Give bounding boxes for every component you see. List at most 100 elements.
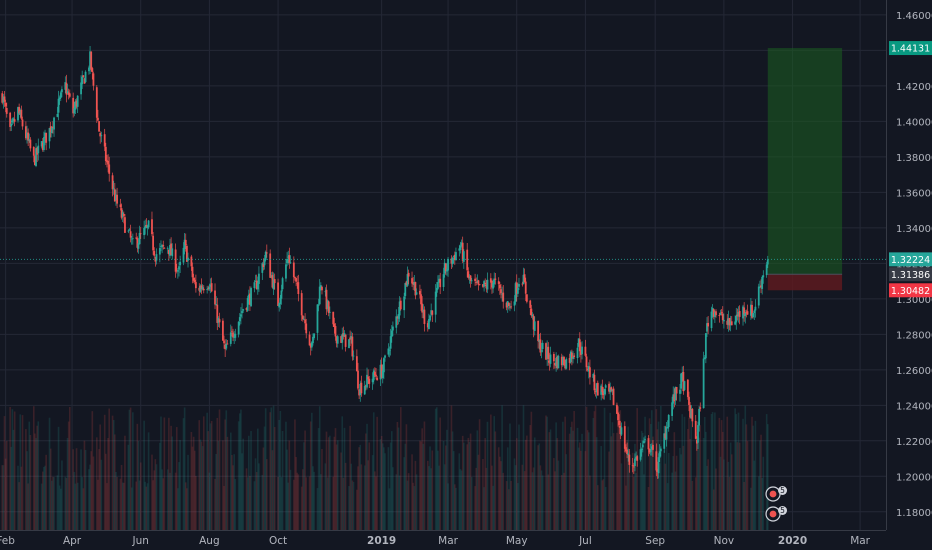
candle (279, 294, 282, 310)
candle (538, 333, 541, 350)
long-position-tool[interactable] (767, 48, 843, 291)
candle-body (360, 382, 363, 394)
candle-body (183, 239, 186, 250)
volume-bar (581, 433, 583, 530)
volume-bar (48, 417, 51, 530)
candle (569, 350, 572, 364)
candle (10, 118, 13, 131)
candle-body (757, 286, 760, 306)
candle (540, 342, 543, 359)
candle-body (761, 277, 764, 289)
candle (593, 369, 596, 395)
candle (413, 275, 416, 291)
event-badge-flag-icon (769, 490, 777, 498)
volume-bar (234, 479, 237, 530)
volume-bar (20, 466, 23, 530)
candle-body (312, 336, 314, 344)
candle-body (421, 303, 424, 313)
volume-bar (619, 410, 622, 530)
candle-body (664, 433, 667, 439)
candle (497, 277, 500, 291)
volume-bar (287, 482, 290, 530)
price-tag-bg-last (889, 252, 932, 267)
candle (380, 357, 383, 379)
candle-body (679, 389, 681, 394)
volume-bar (642, 432, 644, 530)
candle-body (92, 73, 95, 86)
volume-bar (571, 421, 573, 530)
candle (695, 436, 698, 451)
stop-zone[interactable] (767, 274, 843, 291)
volume-bar (714, 412, 716, 530)
candle (547, 342, 550, 366)
candle (595, 383, 598, 399)
candle-body (328, 311, 331, 313)
candle (710, 306, 713, 332)
candle (631, 457, 634, 473)
candle (484, 278, 487, 287)
candle (335, 336, 338, 348)
volume-bar (455, 487, 457, 530)
candle-body (537, 320, 540, 342)
volume-bar (99, 424, 101, 530)
candle-body (390, 330, 393, 337)
volume-bar (468, 441, 471, 530)
candle (312, 333, 314, 346)
candle (74, 98, 77, 114)
candle (451, 256, 454, 268)
candle-body (300, 293, 303, 316)
y-tick-label: 1.36000 (896, 188, 932, 199)
event-badge[interactable]: 5 (765, 486, 788, 502)
event-badges[interactable]: 55 (765, 486, 788, 522)
volume-bar (466, 444, 469, 530)
candle (265, 244, 268, 258)
candle (218, 312, 221, 328)
volume-bar (746, 441, 749, 530)
candle-body (289, 262, 292, 264)
candle (650, 443, 653, 456)
volume-bar (124, 435, 126, 530)
event-badge[interactable]: 5 (765, 506, 788, 522)
candle (146, 224, 149, 236)
candle (115, 189, 117, 206)
volume-bar (127, 444, 130, 530)
candle-body (137, 243, 140, 249)
candle-body (229, 332, 232, 344)
candle-body (649, 450, 652, 452)
volume-bar (91, 411, 94, 530)
volume-bar (513, 458, 516, 530)
candle-body (333, 323, 336, 327)
volume-bar (285, 421, 287, 530)
volume-bar (279, 411, 282, 530)
candle-body (124, 217, 126, 233)
volume-bar (130, 487, 133, 530)
candle-body (458, 248, 461, 251)
candle (744, 309, 747, 324)
candle-body (350, 336, 353, 339)
volume-bar (540, 470, 543, 530)
volume-bar (497, 447, 500, 530)
candle-body (52, 126, 54, 128)
x-tick-label: Jun (132, 535, 149, 547)
volume-bar (80, 449, 82, 530)
target-zone[interactable] (767, 48, 843, 275)
volume-bar (245, 468, 248, 530)
candle (144, 219, 147, 235)
candle (475, 277, 478, 286)
x-tick-label: Sep (645, 535, 665, 547)
volume-bar (107, 437, 109, 530)
volume-bar (729, 442, 732, 530)
candle (423, 306, 426, 332)
volume-bar (728, 476, 731, 530)
candle-body (718, 315, 721, 316)
volume-bar (371, 455, 374, 530)
price-tag-stop: 1.30482 (889, 283, 932, 298)
volume-bar (343, 427, 346, 530)
candle-body (332, 311, 335, 325)
candle-body (108, 164, 111, 174)
candle-body (405, 281, 408, 286)
volume-bar (296, 472, 299, 530)
candle-body (618, 420, 621, 425)
candle (41, 137, 44, 152)
